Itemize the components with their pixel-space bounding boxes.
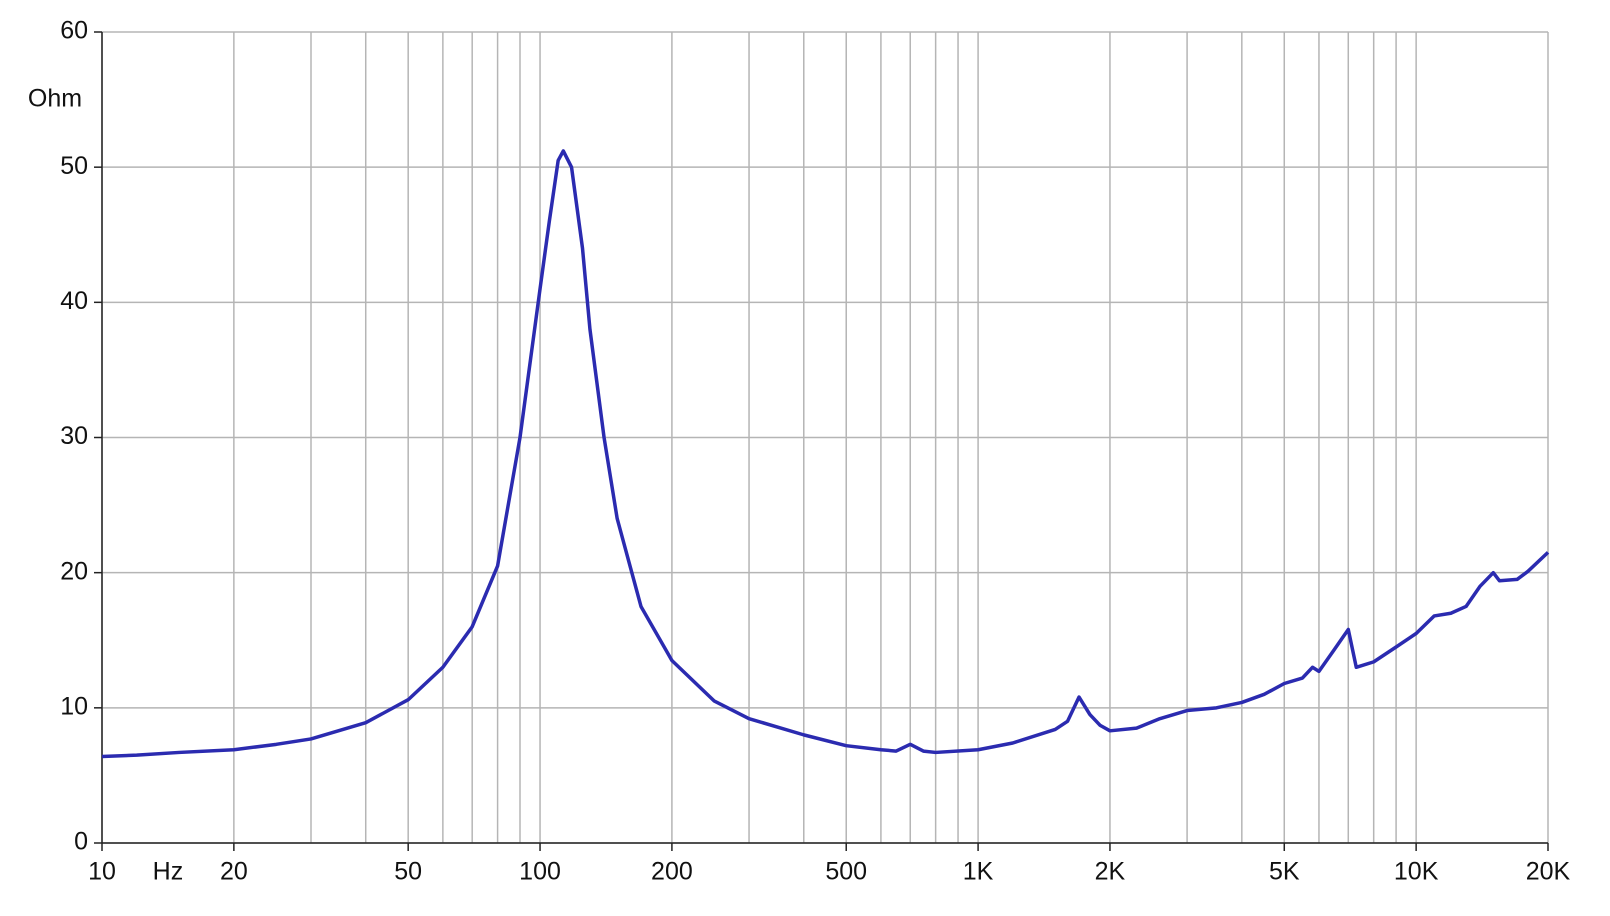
y-tick-label: 30 <box>60 422 88 450</box>
y-tick-label: 40 <box>60 287 88 315</box>
y-tick-label: 20 <box>60 557 88 585</box>
y-axis-label: Ohm <box>28 85 82 113</box>
x-tick-label: 500 <box>825 858 867 886</box>
x-axis-label: Hz <box>153 858 184 886</box>
x-tick-label: 100 <box>519 858 561 886</box>
y-tick-label: 50 <box>60 152 88 180</box>
x-tick-label: 20 <box>220 858 248 886</box>
x-tick-label: 5K <box>1269 858 1300 886</box>
x-tick-label: 2K <box>1095 858 1126 886</box>
y-tick-label: 0 <box>74 828 88 856</box>
y-tick-label: 10 <box>60 692 88 720</box>
impedance-line <box>101 149 1550 759</box>
x-tick-label: 50 <box>394 858 422 886</box>
x-tick-label: 10 <box>88 858 116 886</box>
y-tick-label: 60 <box>60 17 88 45</box>
x-tick-label: 1K <box>963 858 994 886</box>
x-tick-label: 20K <box>1526 858 1571 886</box>
x-tick-label: 200 <box>651 858 693 886</box>
x-tick-label: 10K <box>1394 858 1439 886</box>
